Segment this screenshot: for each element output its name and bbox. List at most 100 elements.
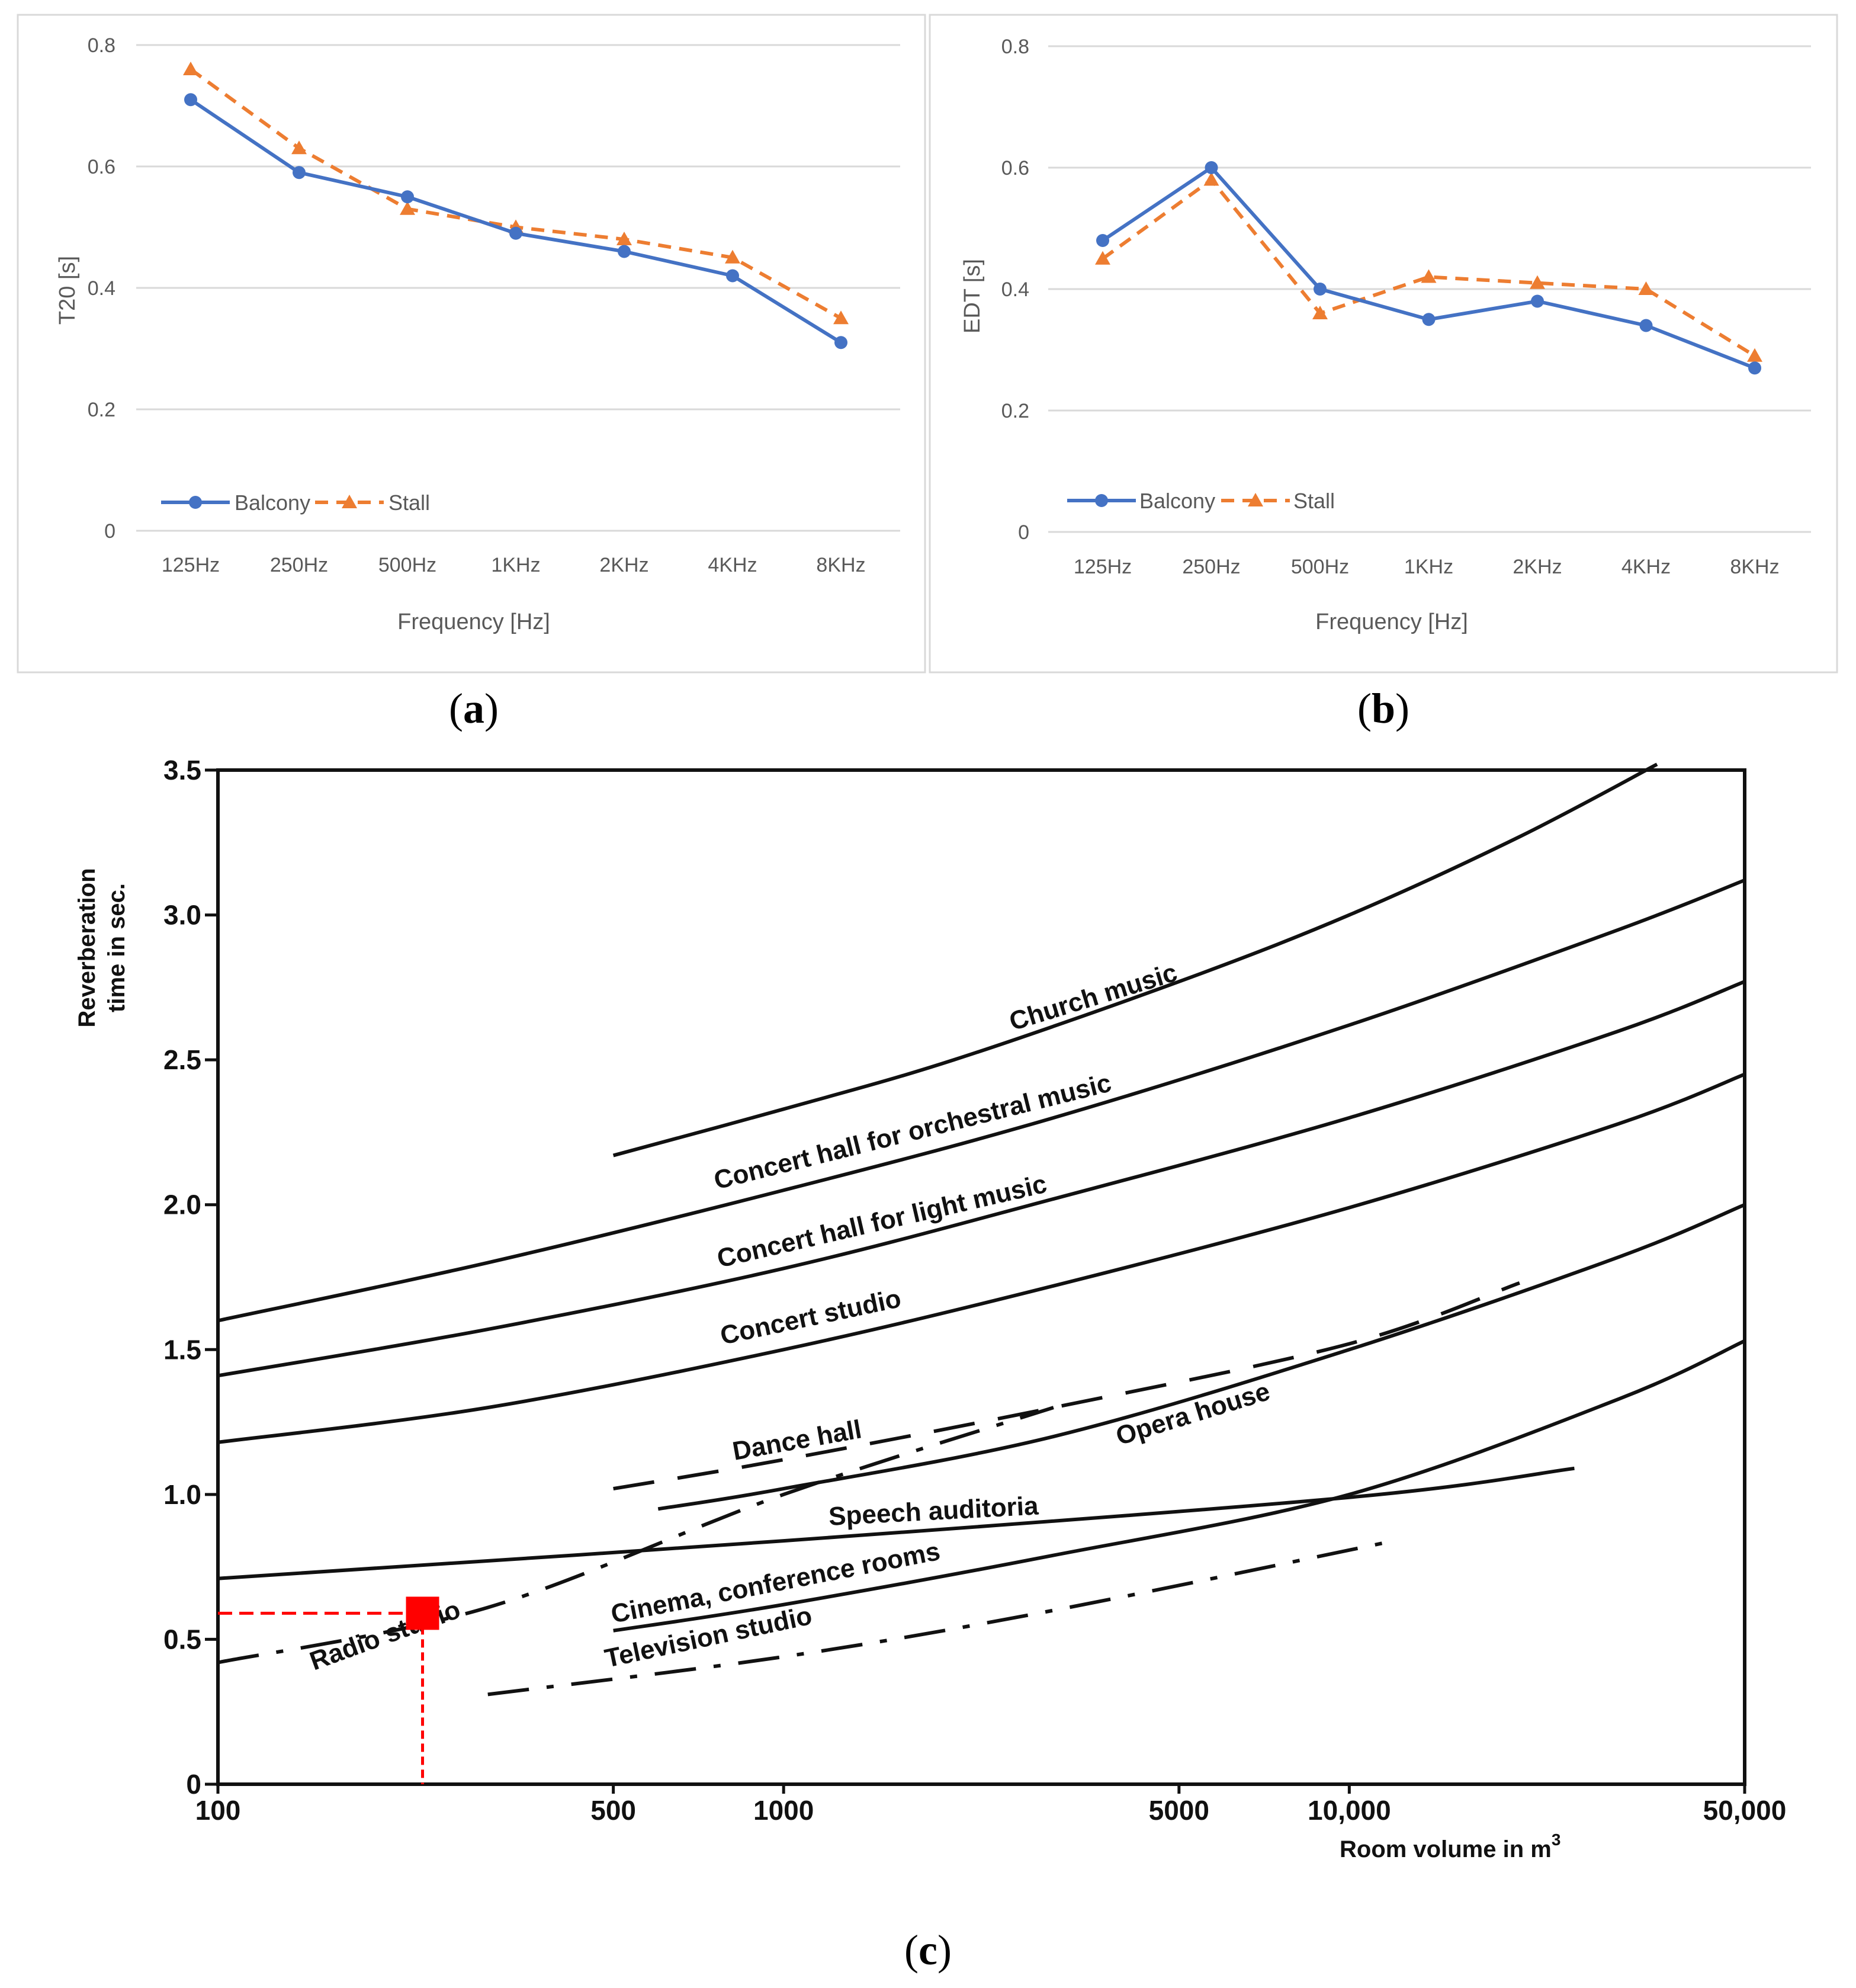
curve-label-church-music: Church music [1006, 958, 1181, 1037]
caption-c: (c) [904, 1926, 952, 1974]
panel-c-y-axis-title: Reverberation time in sec. [74, 868, 130, 1028]
b-stall-point [1530, 275, 1545, 289]
legend-balcony-label: Balcony [235, 490, 310, 515]
caption-a-letter: a [463, 685, 484, 732]
curve-concert-hall-for-orchestral-music [217, 878, 1746, 1323]
panel-c-curve-labels: Church music Concert hall for orchestral… [306, 958, 1273, 1676]
a-balcony-point [293, 166, 306, 179]
b-y-tick-label: 0 [1018, 521, 1029, 544]
b-stall-point [1312, 306, 1328, 319]
panel-c-y-axis-title-line-2: time in sec. [104, 883, 130, 1012]
curve-dance-hall [613, 1281, 1520, 1491]
curve-label-radio-studio: Radio studio [306, 1595, 464, 1676]
curve-label-concert-hall-orchestral: Concert hall for orchestral music [711, 1068, 1115, 1195]
a-balcony-point [834, 336, 847, 349]
panel-c-highlight-marker [218, 1596, 439, 1784]
panel-c-x-axis-title-text: Room volume in m [1340, 1836, 1552, 1862]
curve-cinema-conference-rooms [613, 1339, 1746, 1633]
panel-a-t20-chart: 0 0.2 0.4 0.6 0.8 125Hz 250Hz 500Hz 1KHz 2KHz 4KH… [17, 14, 926, 674]
svg-text:(a): (a) [449, 685, 499, 732]
b-stall-point [1747, 348, 1762, 362]
a-y-tick-label: 0.6 [88, 156, 115, 178]
curve-label-concert-studio: Concert studio [718, 1284, 904, 1350]
panel-c-x-tick-label: 100 [195, 1795, 241, 1826]
legend-stall-marker [342, 495, 357, 508]
curve-opera-house [657, 1203, 1746, 1511]
b-balcony-point [1205, 161, 1218, 174]
a-x-tick-label: 500Hz [378, 554, 436, 576]
b-stall-point [1421, 269, 1437, 283]
legend-stall-label: Stall [388, 490, 430, 515]
a-y-tick-label: 0 [104, 520, 115, 543]
b-stall-point [1638, 281, 1654, 295]
b-balcony-point [1639, 319, 1653, 332]
legend-balcony-marker [189, 496, 202, 509]
a-stall-point [400, 201, 415, 215]
curve-label-dance-hall: Dance hall [730, 1415, 863, 1466]
panel-c-y-tick-label: 2.5 [163, 1044, 201, 1075]
curve-television-studio [487, 1539, 1395, 1697]
svg-text:(b): (b) [1357, 685, 1409, 732]
panel-b-frame [929, 14, 1838, 674]
b-x-tick-label: 4KHz [1621, 556, 1671, 578]
a-x-tick-label: 2KHz [599, 554, 648, 576]
panel-b-legend: Balcony Stall [1067, 489, 1335, 513]
panel-c-y-tick-label: 3.5 [163, 755, 201, 785]
b-balcony-point [1748, 361, 1761, 375]
legend-stall-marker [1248, 493, 1263, 506]
curve-speech-auditoria [217, 1466, 1575, 1580]
panel-a-legend: Balcony Stall [161, 490, 430, 515]
panel-c-x-axis-title-sup: 3 [1552, 1830, 1561, 1849]
b-x-tick-label: 2KHz [1513, 556, 1562, 578]
panel-c-y-tick-label: 0.5 [163, 1624, 201, 1654]
a-balcony-point [618, 245, 631, 258]
legend-balcony-marker [1095, 494, 1108, 507]
panel-a-frame [17, 14, 926, 674]
panel-c-plot-frame [216, 768, 1746, 1786]
b-x-tick-label: 500Hz [1291, 556, 1349, 578]
panel-c-y-tick-label: 0 [186, 1769, 201, 1800]
panel-c-x-tick-label: 50,000 [1703, 1795, 1787, 1826]
panel-c-y-axis-title-line-1: Reverberation [74, 868, 100, 1028]
a-stall-point [183, 62, 198, 75]
b-y-tick-label: 0.8 [1001, 36, 1029, 58]
b-balcony-point [1531, 294, 1544, 308]
legend-stall-label: Stall [1293, 489, 1335, 513]
panel-c-y-tick-label: 2.0 [163, 1189, 201, 1220]
a-stall-point [291, 140, 307, 155]
panel-c-y-tick-label: 1.0 [163, 1479, 201, 1510]
caption-b: (b) [1357, 685, 1409, 732]
a-y-tick-label: 0.4 [88, 277, 115, 300]
a-y-tick-label: 0.2 [88, 399, 115, 421]
a-x-tick-label: 1KHz [491, 554, 540, 576]
panel-c-y-tick-label: 3.0 [163, 900, 201, 931]
b-stall-point [1095, 251, 1110, 265]
panel-b-x-axis-title: Frequency [Hz] [1315, 610, 1468, 634]
a-stall-point [616, 232, 632, 245]
highlight-square [406, 1596, 439, 1630]
a-x-tick-label: 8KHz [816, 554, 865, 576]
a-stall-point [725, 249, 740, 264]
legend-balcony-label: Balcony [1139, 489, 1215, 513]
panel-c-x-tick-label: 1000 [753, 1795, 814, 1826]
a-x-tick-label: 125Hz [162, 554, 220, 576]
b-stall-point [1203, 172, 1219, 186]
a-x-tick-label: 4KHz [708, 554, 757, 576]
a-balcony-point [184, 93, 197, 107]
panel-b-edt-chart: 0 0.2 0.4 0.6 0.8 125Hz 250Hz 500Hz 1KHz 2KHz 4KH… [929, 14, 1838, 674]
b-x-tick-label: 8KHz [1730, 556, 1779, 578]
caption-b-letter: b [1372, 685, 1395, 732]
b-balcony-point [1096, 234, 1109, 247]
b-y-tick-label: 0.6 [1001, 157, 1029, 179]
b-balcony-point [1314, 283, 1327, 296]
b-x-tick-label: 1KHz [1404, 556, 1453, 578]
caption-c-letter: c [919, 1926, 937, 1974]
panel-c-x-tick-label: 500 [590, 1795, 636, 1826]
curve-radio-studio [217, 1406, 1054, 1665]
curve-concert-studio [217, 1072, 1746, 1444]
panel-c-x-tick-label: 5000 [1149, 1795, 1209, 1826]
panel-b-y-axis-title: EDT [s] [960, 259, 985, 334]
a-balcony-point [401, 190, 414, 204]
a-stall-point [833, 310, 849, 325]
b-balcony-point [1422, 313, 1436, 326]
